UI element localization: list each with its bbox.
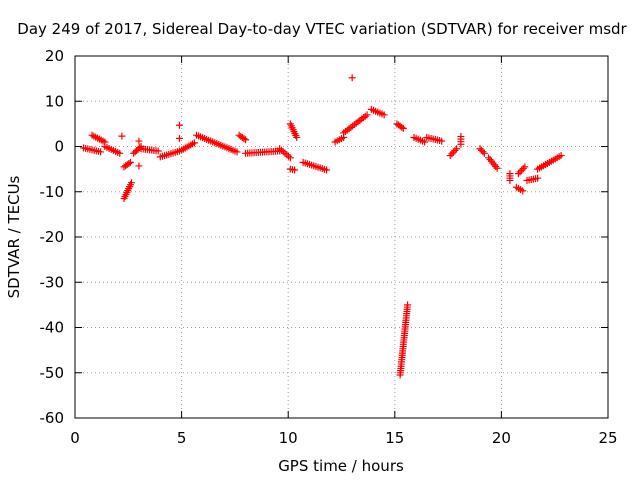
data-point: [233, 148, 241, 156]
data-point: [479, 148, 487, 156]
y-tick-label: -30: [40, 273, 65, 291]
data-point: [516, 168, 524, 176]
data-point: [519, 187, 527, 195]
data-point: [438, 137, 446, 145]
y-tick-label: -50: [40, 364, 65, 382]
data-point: [154, 147, 162, 155]
data-point: [127, 179, 135, 187]
x-tick-label: 20: [492, 429, 511, 447]
data-point: [125, 159, 133, 167]
data-point: [116, 149, 124, 157]
data-point: [557, 152, 565, 160]
data-point: [448, 150, 456, 158]
data-point: [97, 148, 105, 156]
data-point: [480, 149, 488, 157]
x-tick-label: 10: [279, 429, 298, 447]
data-point: [348, 74, 356, 82]
data-point: [399, 124, 407, 132]
data-point: [293, 133, 301, 141]
y-tick-label: -20: [40, 228, 65, 246]
x-tick-label: 5: [177, 429, 187, 447]
data-point: [118, 132, 126, 140]
data-point: [135, 137, 143, 145]
data-point: [451, 146, 459, 154]
data-point: [446, 152, 454, 160]
data-point: [380, 111, 388, 119]
data-point: [519, 165, 527, 173]
data-point: [534, 174, 542, 182]
data-point: [175, 121, 183, 129]
x-tick-labels: 0 5 10 15 20 25: [70, 429, 617, 447]
x-tick-label: 15: [385, 429, 404, 447]
y-tick-label: 0: [54, 138, 64, 156]
data-point: [493, 164, 501, 172]
x-tick-label: 0: [70, 429, 80, 447]
y-tick-label: 10: [45, 92, 64, 110]
axis-ticks: [74, 55, 609, 419]
data-point: [506, 176, 514, 184]
plot-frame: [74, 55, 609, 419]
data-point: [126, 158, 134, 166]
x-tick-label: 25: [598, 429, 617, 447]
data-points: [80, 74, 565, 379]
data-point: [242, 136, 250, 144]
y-tick-label: 20: [45, 47, 64, 65]
data-point: [135, 162, 143, 170]
y-axis-label: SDTVAR / TECUs: [5, 175, 23, 298]
y-tick-label: -10: [40, 183, 65, 201]
data-point: [514, 170, 522, 178]
data-point: [136, 144, 144, 152]
y-tick-label: -60: [40, 409, 65, 427]
y-tick-label: -40: [40, 319, 65, 337]
data-point: [190, 139, 198, 147]
data-point: [449, 148, 457, 156]
data-point: [323, 166, 331, 174]
data-point: [175, 134, 183, 142]
data-point: [518, 166, 526, 174]
data-point: [404, 301, 412, 309]
grid-lines: [75, 56, 608, 418]
data-point: [521, 163, 529, 171]
chart-title: Day 249 of 2017, Sidereal Day-to-day VTE…: [17, 20, 627, 38]
data-point: [240, 135, 248, 143]
y-tick-labels: -60 -50 -40 -30 -20 -10 0 10 20: [40, 47, 65, 427]
data-point: [421, 138, 429, 146]
data-point: [453, 145, 461, 153]
data-point: [286, 154, 294, 162]
x-axis-label: GPS time / hours: [278, 457, 404, 475]
data-point: [457, 140, 465, 148]
data-point: [291, 166, 299, 174]
data-point: [363, 111, 371, 119]
data-point: [398, 123, 406, 131]
